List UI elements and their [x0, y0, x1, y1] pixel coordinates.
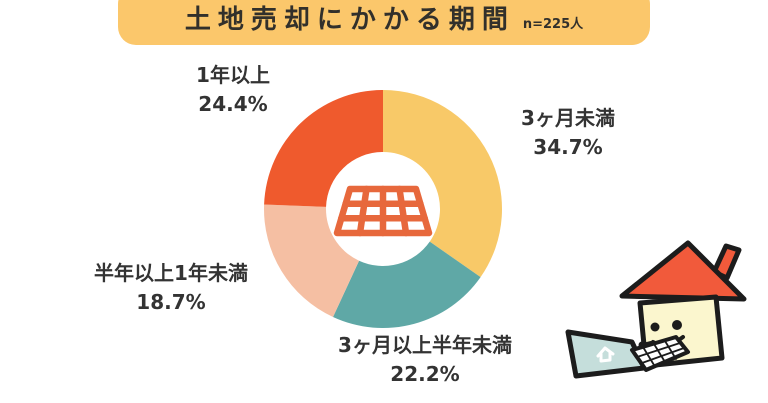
- slice-percent: 34.7%: [533, 135, 603, 159]
- keyboard-keys: [636, 340, 685, 366]
- title-banner: 土地売却にかかる期間 n=225人: [118, 0, 650, 45]
- page-title: 土地売却にかかる期間: [184, 5, 515, 35]
- slice-label-half-to-1-year: 半年以上1年未満 18.7%: [94, 259, 248, 317]
- donut-slices: [264, 90, 503, 328]
- slice-label-over-1-year: 1年以上 24.4%: [196, 61, 270, 119]
- slice-name: 1年以上: [196, 63, 270, 87]
- laptop-logo-house-icon: [596, 346, 615, 363]
- donut-slice-0: [383, 90, 503, 278]
- donut-chart-svg: [264, 90, 503, 328]
- donut-chart: [263, 89, 503, 329]
- donut-slice-2: [264, 204, 360, 317]
- house-mascot-illustration: [565, 240, 747, 379]
- mascot-eye-right: [672, 320, 682, 330]
- donut-slice-3: [264, 90, 383, 207]
- slice-name: 3ヶ月以上半年未満: [338, 333, 512, 357]
- slice-percent: 22.2%: [390, 362, 460, 386]
- donut-slice-1: [333, 241, 481, 328]
- mascot-eye-left: [650, 322, 660, 332]
- slice-percent: 18.7%: [136, 290, 206, 314]
- slice-name: 半年以上1年未満: [94, 261, 248, 285]
- land-plot-grid-icon: [333, 185, 433, 237]
- slice-label-3-months-to-half-year: 3ヶ月以上半年未満 22.2%: [338, 331, 512, 389]
- slice-name: 3ヶ月未満: [521, 106, 615, 130]
- slice-percent: 24.4%: [198, 92, 268, 116]
- slice-label-under-3-months: 3ヶ月未満 34.7%: [521, 104, 615, 162]
- sample-size-label: n=225人: [522, 17, 584, 32]
